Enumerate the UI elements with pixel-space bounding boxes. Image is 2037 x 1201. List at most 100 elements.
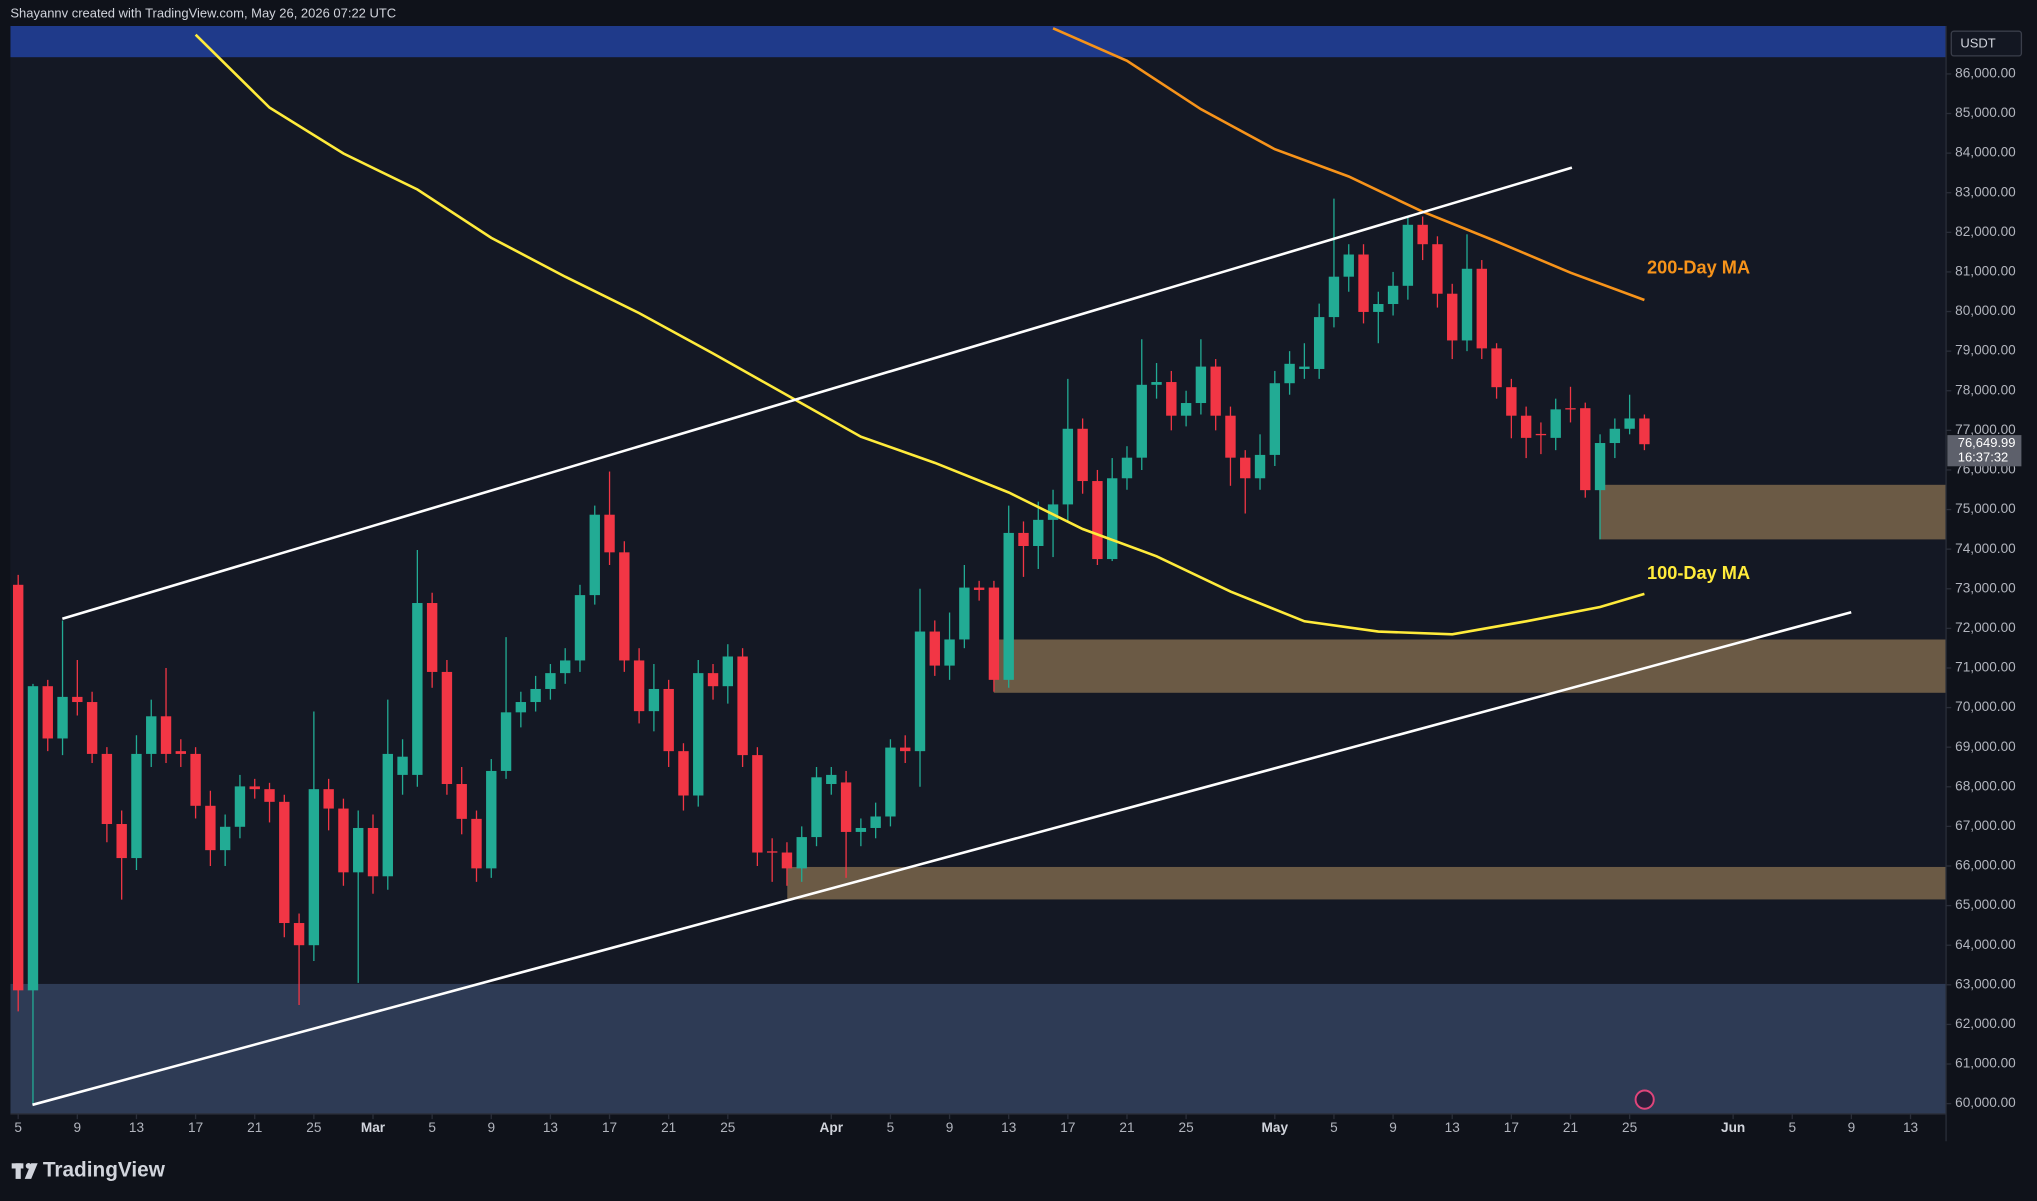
candle-body bbox=[1092, 481, 1103, 560]
candle-body bbox=[1594, 443, 1606, 491]
x-tick-label: May bbox=[1262, 1120, 1289, 1135]
candle-body bbox=[279, 801, 290, 924]
candle-body bbox=[1225, 415, 1236, 458]
x-tick-label: 17 bbox=[188, 1120, 203, 1135]
candle-body bbox=[678, 751, 689, 796]
support-zone bbox=[787, 866, 1947, 900]
candle-body bbox=[1047, 504, 1059, 520]
candle-body bbox=[515, 702, 527, 713]
x-tick-label: 9 bbox=[1389, 1120, 1397, 1135]
candle-body bbox=[530, 688, 541, 703]
currency-box[interactable] bbox=[1950, 30, 2023, 57]
candle-body bbox=[870, 816, 881, 828]
moving-average-label: 200-Day MA bbox=[1647, 258, 1750, 278]
candle-body bbox=[367, 827, 379, 877]
candle-body bbox=[1417, 224, 1428, 245]
candle-body bbox=[1491, 348, 1502, 388]
channel-lower bbox=[32, 610, 1852, 1107]
candle-body bbox=[500, 712, 512, 771]
candle-body bbox=[27, 686, 39, 991]
candle-body bbox=[633, 660, 645, 712]
candle-body bbox=[1535, 433, 1547, 436]
x-tick-label: 25 bbox=[1622, 1120, 1637, 1135]
candle-body bbox=[1520, 415, 1532, 438]
candle-body bbox=[944, 639, 955, 666]
support-zone bbox=[993, 639, 1947, 693]
event-icon[interactable] bbox=[1634, 1089, 1655, 1110]
candle-body bbox=[900, 747, 911, 752]
channel-upper bbox=[61, 166, 1573, 620]
y-tick-label: 74,000.00 bbox=[1955, 541, 2016, 556]
resistance-band bbox=[10, 25, 1947, 58]
y-tick-label: 75,000.00 bbox=[1955, 501, 2016, 516]
zones bbox=[10, 25, 1947, 1114]
candle-body bbox=[693, 673, 704, 796]
candle-body bbox=[1180, 403, 1192, 416]
x-tick-label: Mar bbox=[361, 1120, 386, 1135]
candle-body bbox=[1062, 428, 1074, 505]
candle-body bbox=[619, 552, 630, 661]
support-zone bbox=[1599, 484, 1947, 540]
y-tick-label: 62,000.00 bbox=[1955, 1016, 2016, 1031]
candle-body bbox=[86, 702, 98, 754]
candle-body bbox=[1476, 268, 1487, 349]
candle-body bbox=[707, 673, 719, 687]
y-tick-label: 86,000.00 bbox=[1955, 66, 2016, 81]
brand-logo bbox=[15, 1163, 21, 1179]
demand-zone bbox=[10, 983, 1947, 1114]
last-price-label: 76,649.99 bbox=[1958, 435, 2016, 450]
candle-body bbox=[72, 696, 83, 703]
candle-body bbox=[42, 686, 53, 739]
candle-body bbox=[293, 923, 305, 946]
x-tick-label: 5 bbox=[14, 1120, 22, 1135]
candle-body bbox=[811, 777, 822, 838]
candle-body bbox=[12, 584, 24, 991]
x-tick-label: 5 bbox=[1788, 1120, 1796, 1135]
currency: USDT bbox=[1960, 36, 1995, 51]
candle-body bbox=[1077, 428, 1088, 482]
candle-body bbox=[471, 818, 482, 869]
x-tick-label: Jun bbox=[1721, 1120, 1745, 1135]
candle-body bbox=[1387, 285, 1399, 305]
x-tick-label: 17 bbox=[1504, 1120, 1519, 1135]
candle-body bbox=[426, 603, 438, 672]
candle-body bbox=[589, 514, 600, 596]
candle-body bbox=[752, 755, 763, 853]
y-tick-label: 79,000.00 bbox=[1955, 343, 2016, 358]
brand-logo bbox=[24, 1163, 38, 1179]
plot-area bbox=[10, 25, 1947, 1114]
x-tick-label: 9 bbox=[74, 1120, 82, 1135]
y-tick-label: 68,000.00 bbox=[1955, 778, 2016, 793]
y-tick-label: 64,000.00 bbox=[1955, 937, 2016, 952]
candle-body bbox=[1136, 384, 1147, 458]
candle-body bbox=[574, 595, 586, 661]
candle-body bbox=[131, 753, 142, 859]
brand-name: TradingView bbox=[43, 1159, 166, 1182]
candle-body bbox=[1343, 254, 1354, 277]
candle-body bbox=[1003, 532, 1014, 680]
candle-body bbox=[1402, 224, 1414, 286]
candle-body bbox=[604, 514, 615, 553]
x-tick-label: 21 bbox=[1119, 1120, 1134, 1135]
candle-body bbox=[1639, 418, 1650, 445]
candle-body bbox=[1373, 304, 1384, 312]
candle-body bbox=[486, 770, 497, 869]
header-text: Shayannv created with TradingView.com, M… bbox=[10, 6, 396, 21]
brand: TradingView bbox=[11, 1159, 166, 1182]
candle-body bbox=[1033, 519, 1044, 546]
candle-body bbox=[1254, 454, 1266, 479]
candle-body bbox=[663, 688, 674, 752]
countdown-label: 16:37:32 bbox=[1958, 449, 2009, 464]
candle-body bbox=[1565, 408, 1576, 410]
y-tick-label: 69,000.00 bbox=[1955, 739, 2016, 754]
candle-body bbox=[1269, 383, 1281, 455]
x-tick-label: 17 bbox=[1060, 1120, 1075, 1135]
x-tick-label: 17 bbox=[602, 1120, 617, 1135]
x-tick-label: 13 bbox=[1445, 1120, 1460, 1135]
y-tick-label: 63,000.00 bbox=[1955, 976, 2016, 991]
candle-body bbox=[973, 587, 985, 590]
candle-body bbox=[205, 805, 216, 851]
y-tick-label: 72,000.00 bbox=[1955, 620, 2016, 635]
last-price-box bbox=[1947, 435, 2022, 467]
candle-body bbox=[929, 631, 940, 666]
